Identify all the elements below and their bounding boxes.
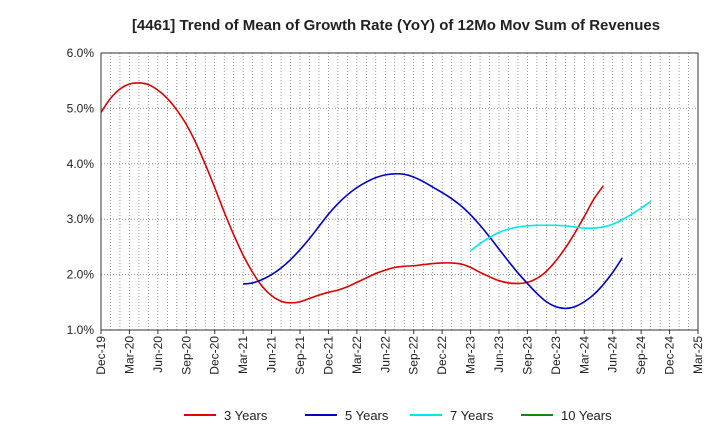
series-lines	[100, 82, 652, 310]
y-tick-label: 1.0%	[67, 323, 95, 337]
y-tick-label: 3.0%	[67, 212, 95, 226]
x-tick-label: Sep-24	[634, 336, 648, 375]
y-axis-ticks: 1.0% 2.0% 3.0% 4.0% 5.0% 6.0%	[67, 46, 95, 337]
x-tick-label: Dec-22	[435, 336, 449, 375]
x-tick-label: Jun-23	[492, 336, 506, 373]
x-tick-label: Mar-24	[577, 336, 591, 374]
x-tick-label: Mar-22	[350, 336, 364, 374]
x-tick-label: Jun-22	[378, 336, 392, 373]
grid-lines	[101, 53, 698, 330]
chart-title: [4461] Trend of Mean of Growth Rate (YoY…	[132, 17, 660, 34]
legend-label-3-years: 3 Years	[224, 408, 268, 423]
series-line-7-years	[470, 200, 652, 252]
series-line-5-years	[243, 172, 623, 310]
x-tick-label: Sep-21	[293, 336, 307, 375]
x-tick-label: Mar-20	[122, 336, 136, 374]
x-tick-label: Mar-21	[236, 336, 250, 374]
x-tick-label: Dec-21	[321, 336, 335, 375]
y-tick-label: 6.0%	[67, 46, 95, 60]
x-axis-ticks: Dec-19 Mar-20 Jun-20 Sep-20 Dec-20 Mar-21 Jun-…	[94, 330, 705, 375]
x-tick-label: Dec-19	[94, 336, 108, 375]
legend-label-10-years: 10 Years	[561, 408, 612, 423]
x-tick-label: Jun-20	[151, 336, 165, 373]
legend-label-7-years: 7 Years	[450, 408, 494, 423]
y-tick-label: 2.0%	[67, 268, 95, 282]
legend-label-5-years: 5 Years	[345, 408, 389, 423]
y-tick-label: 5.0%	[67, 101, 95, 115]
y-tick-label: 4.0%	[67, 157, 95, 171]
x-tick-label: Sep-20	[179, 336, 193, 375]
x-tick-label: Jun-21	[265, 336, 279, 373]
plot-frame	[100, 52, 699, 331]
x-tick-label: Jun-24	[606, 336, 620, 373]
x-tick-label: Sep-23	[520, 336, 534, 375]
x-tick-label: Mar-23	[464, 336, 478, 374]
x-tick-label: Sep-22	[407, 336, 421, 375]
x-tick-label: Dec-20	[208, 336, 222, 375]
x-tick-label: Dec-23	[549, 336, 563, 375]
series-line-3-years	[100, 82, 604, 304]
x-tick-label: Dec-24	[663, 336, 677, 375]
x-tick-label: Mar-25	[691, 336, 705, 374]
legend: 3 Years 5 Years 7 Years 10 Years	[184, 408, 612, 423]
